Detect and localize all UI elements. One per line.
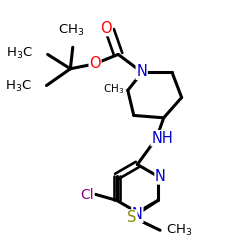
Text: NH: NH: [151, 131, 173, 146]
Text: N: N: [155, 169, 166, 184]
Text: N: N: [132, 207, 143, 222]
Text: CH$_3$: CH$_3$: [102, 83, 124, 96]
Text: Cl: Cl: [80, 188, 94, 202]
Text: H$_3$C: H$_3$C: [5, 78, 32, 94]
Text: CH$_3$: CH$_3$: [166, 223, 192, 238]
Text: N: N: [136, 64, 147, 80]
Text: O: O: [89, 56, 101, 71]
Text: CH$_3$: CH$_3$: [58, 23, 84, 38]
Text: S: S: [128, 210, 137, 225]
Text: O: O: [100, 20, 112, 36]
Text: H$_3$C: H$_3$C: [6, 46, 33, 61]
